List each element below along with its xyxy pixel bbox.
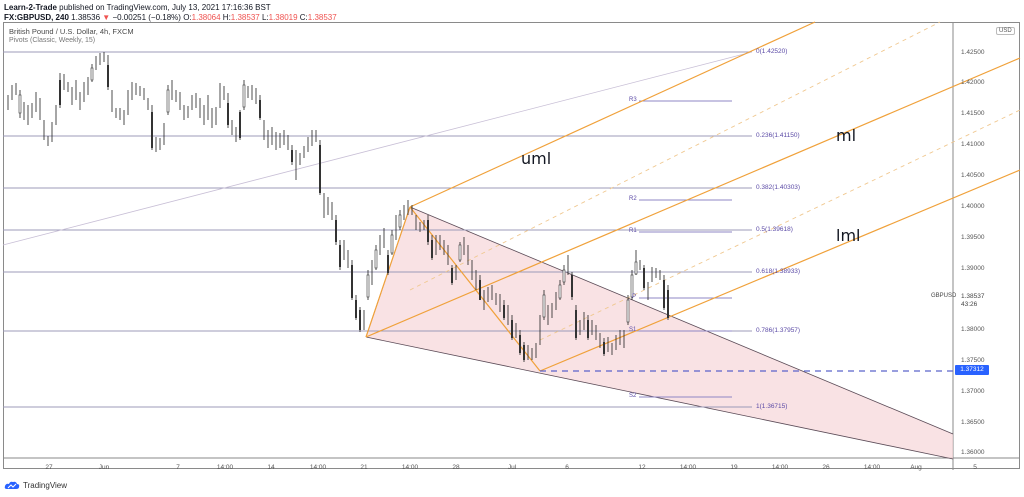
down-arrow-icon: ▼	[102, 13, 111, 22]
pivot-lines	[639, 100, 732, 398]
tradingview-logo-text: TradingView	[23, 480, 68, 490]
x-tick: 12	[638, 464, 646, 471]
x-tick: 14	[267, 464, 275, 471]
pivot-label-s1: S1	[629, 327, 637, 333]
current-symbol-label: GBPUSD	[931, 293, 957, 299]
tradingview-cloud-icon	[4, 481, 20, 489]
y-tick: 1.38000	[961, 326, 985, 333]
pivot-label-s2: S2	[629, 393, 637, 399]
x-tick: 26	[822, 464, 830, 471]
high-label: H:	[222, 13, 231, 22]
wedge-fill	[366, 207, 953, 459]
wedge-lower-line	[365, 336, 954, 460]
y-tick: 1.39500	[961, 234, 985, 241]
x-tick: Jul	[507, 464, 517, 471]
bar-countdown: 43:26	[961, 301, 978, 308]
open-value: 1.38064	[191, 13, 221, 22]
x-tick: 5	[973, 464, 977, 471]
current-price-label: 1.38537 43:26	[961, 293, 985, 309]
tradingview-logo[interactable]: TradingView	[4, 480, 67, 490]
uml-label: uml	[521, 149, 552, 168]
x-tick: 14:00	[679, 464, 697, 471]
close-value: 1.38537	[307, 13, 337, 22]
close-label: C:	[299, 13, 308, 22]
low-label: L:	[261, 13, 269, 22]
x-tick: Jun	[98, 464, 110, 471]
fib-lines	[3, 51, 752, 408]
pivot-label-r1: R1	[629, 228, 637, 234]
x-tick: 21	[360, 464, 368, 471]
indicator-label[interactable]: Pivots (Classic, Weekly, 15)	[9, 37, 96, 44]
candle-bodies-up	[18, 67, 638, 323]
pivot-label-r2: R2	[629, 196, 637, 202]
fib-label-1: 1(1.36715)	[756, 403, 788, 410]
open-label: O:	[183, 13, 192, 22]
published-text: published on TradingView.com, July 13, 2…	[59, 3, 271, 12]
wedge-upper-line	[409, 206, 954, 435]
publish-info: Learn-2-Trade published on TradingView.c…	[4, 3, 271, 12]
change-value: −0.00251 (−0.18%)	[112, 13, 181, 22]
pitchfork-dashed	[409, 21, 1021, 341]
pivot-label-p: P	[632, 294, 637, 300]
lml-label: lml	[836, 226, 861, 245]
y-tick: 1.42000	[961, 79, 985, 86]
y-tick: 1.36500	[961, 419, 985, 426]
fib-label-0382: 0.382(1.40303)	[756, 184, 801, 191]
x-tick: 14:00	[309, 464, 327, 471]
current-price: 1.38537	[961, 293, 985, 300]
symbol-label: FX:GBPUSD, 240	[4, 13, 69, 22]
y-tick: 1.36000	[961, 449, 985, 456]
fib-label-0236: 0.236(1.41150)	[756, 132, 800, 139]
y-tick: 1.42500	[961, 49, 985, 56]
y-tick: 1.37500	[961, 357, 985, 364]
x-tick: 14:00	[401, 464, 419, 471]
y-tick: 1.40000	[961, 203, 985, 210]
y-tick: 1.41000	[961, 141, 985, 148]
x-tick: Aug	[910, 464, 922, 471]
publisher-name: Learn-2-Trade	[4, 3, 57, 12]
y-tick: 1.40500	[961, 172, 985, 179]
high-value: 1.38537	[230, 13, 260, 22]
x-tick: 27	[45, 464, 53, 471]
chart-title: British Pound / U.S. Dollar, 4h, FXCM	[9, 27, 134, 36]
pivot-label-r3: R3	[629, 97, 637, 103]
horizontal-line-price-badge: 1.37312	[955, 365, 989, 375]
low-value: 1.38019	[268, 13, 298, 22]
fib-label-0786: 0.786(1.37957)	[756, 327, 801, 334]
currency-badge[interactable]: USD	[996, 27, 1015, 35]
fib-label-0618: 0.618(1.38933)	[756, 268, 801, 275]
x-tick: 7	[176, 464, 180, 471]
last-price: 1.38536	[71, 13, 101, 22]
fib-label-0: 0(1.42520)	[756, 48, 788, 55]
y-tick: 1.41500	[961, 110, 985, 117]
x-tick: 28	[452, 464, 460, 471]
symbol-header: FX:GBPUSD, 240 1.38536 ▼ −0.00251 (−0.18…	[4, 13, 337, 22]
y-tick: 1.37000	[961, 388, 985, 395]
x-tick: 14:00	[771, 464, 789, 471]
x-tick: 6	[565, 464, 569, 471]
long-trendline	[2, 51, 753, 246]
chart-frame[interactable]	[3, 22, 1020, 469]
ml-label: ml	[836, 126, 857, 145]
x-tick: 14:00	[216, 464, 234, 471]
candle-bodies	[59, 65, 669, 360]
x-tick: 19	[730, 464, 738, 471]
fib-label-05: 0.5(1.39618)	[756, 226, 793, 233]
x-tick: 14:00	[863, 464, 881, 471]
y-tick: 1.39000	[961, 265, 985, 272]
